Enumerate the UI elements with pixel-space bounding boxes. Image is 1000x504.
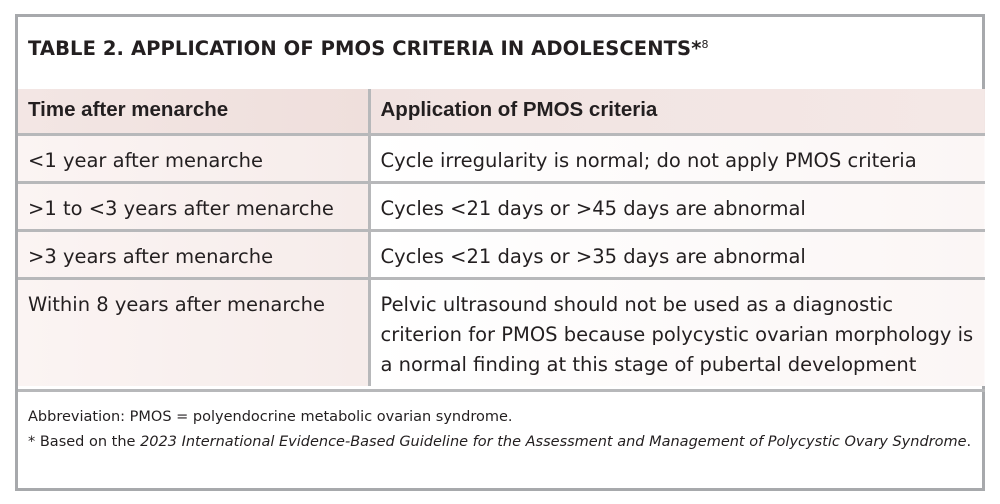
cell-application: Cycle irregularity is normal; do not app… bbox=[369, 134, 985, 184]
cell-time: >1 to <3 years after menarche bbox=[18, 182, 371, 232]
table-title-text: APPLICATION OF PMOS CRITERIA IN ADOLESCE… bbox=[130, 37, 702, 60]
table-row: <1 year after menarche Cycle irregularit… bbox=[18, 134, 985, 184]
cell-application: Cycles <21 days or >35 days are abnormal bbox=[369, 230, 985, 280]
source-note: * Based on the 2023 International Eviden… bbox=[28, 431, 975, 454]
table-frame: TABLE 2. APPLICATION OF PMOS CRITERIA IN… bbox=[15, 14, 985, 491]
cell-application: Cycles <21 days or >45 days are abnormal bbox=[369, 182, 985, 232]
table-row: >3 years after menarche Cycles <21 days … bbox=[18, 230, 985, 280]
table-row: Within 8 years after menarche Pelvic ult… bbox=[18, 278, 985, 386]
column-header-time: Time after menarche bbox=[18, 89, 371, 136]
table-title: TABLE 2. APPLICATION OF PMOS CRITERIA IN… bbox=[28, 37, 709, 60]
title-reference: 8 bbox=[701, 38, 709, 51]
source-prefix: * Based on the bbox=[28, 434, 141, 450]
abbreviation-note: Abbreviation: PMOS = polyendocrine metab… bbox=[28, 409, 513, 425]
criteria-table: Time after menarche Application of PMOS … bbox=[18, 89, 985, 386]
cell-time: <1 year after menarche bbox=[18, 134, 371, 184]
source-title: 2023 International Evidence-Based Guidel… bbox=[140, 434, 967, 450]
cell-application: Pelvic ultrasound should not be used as … bbox=[369, 278, 985, 386]
source-suffix: . bbox=[966, 434, 972, 450]
cell-time: >3 years after menarche bbox=[18, 230, 371, 280]
table-number: TABLE 2. bbox=[28, 37, 125, 60]
table-row: >1 to <3 years after menarche Cycles <21… bbox=[18, 182, 985, 232]
cell-time: Within 8 years after menarche bbox=[18, 278, 371, 386]
table-header-row: Time after menarche Application of PMOS … bbox=[18, 89, 985, 136]
footnotes: Abbreviation: PMOS = polyendocrine metab… bbox=[18, 389, 985, 456]
column-header-application: Application of PMOS criteria bbox=[369, 89, 985, 136]
